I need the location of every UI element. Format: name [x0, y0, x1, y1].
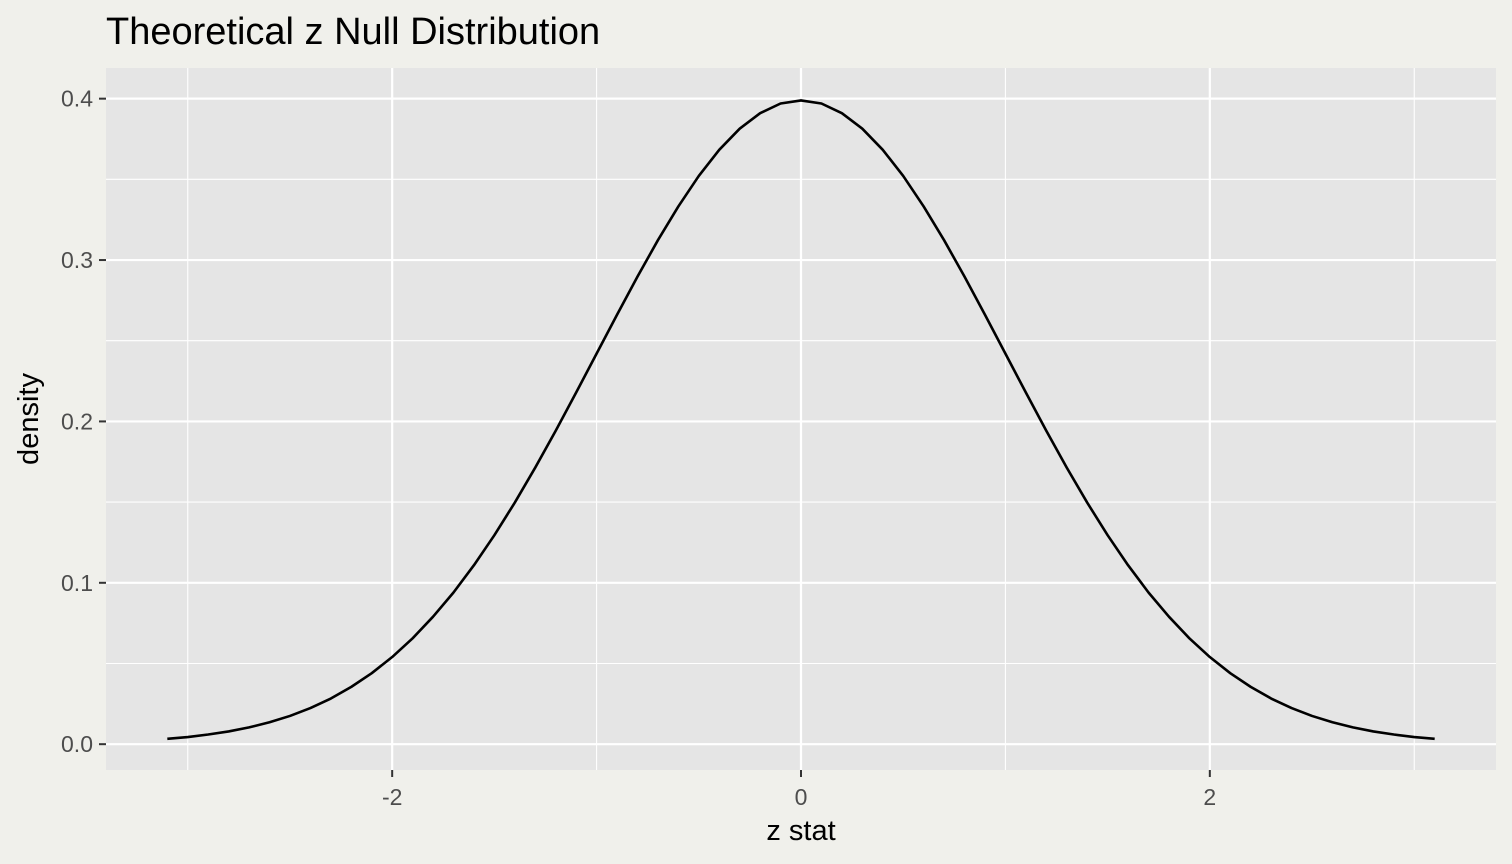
- x-tick-label: 0: [795, 784, 808, 810]
- axis-ticks: [99, 97, 1211, 777]
- y-axis-title: density: [13, 373, 45, 465]
- density-curve: [167, 99, 1435, 741]
- tick-labels: -2 0 2 0.0 0.1 0.2 0.3 0.4: [61, 86, 1216, 810]
- x-tick-label: 2: [1203, 784, 1216, 810]
- y-tick-label: 0.1: [61, 570, 93, 596]
- y-tick-label: 0.0: [61, 731, 93, 757]
- x-axis-title: z stat: [766, 815, 835, 847]
- major-gridlines: [106, 68, 1496, 770]
- x-tick-label: -2: [382, 784, 402, 810]
- y-tick-label: 0.3: [61, 247, 93, 273]
- y-tick-label: 0.2: [61, 408, 93, 434]
- chart-title: Theoretical z Null Distribution: [106, 11, 600, 53]
- y-tick-label: 0.4: [61, 86, 93, 112]
